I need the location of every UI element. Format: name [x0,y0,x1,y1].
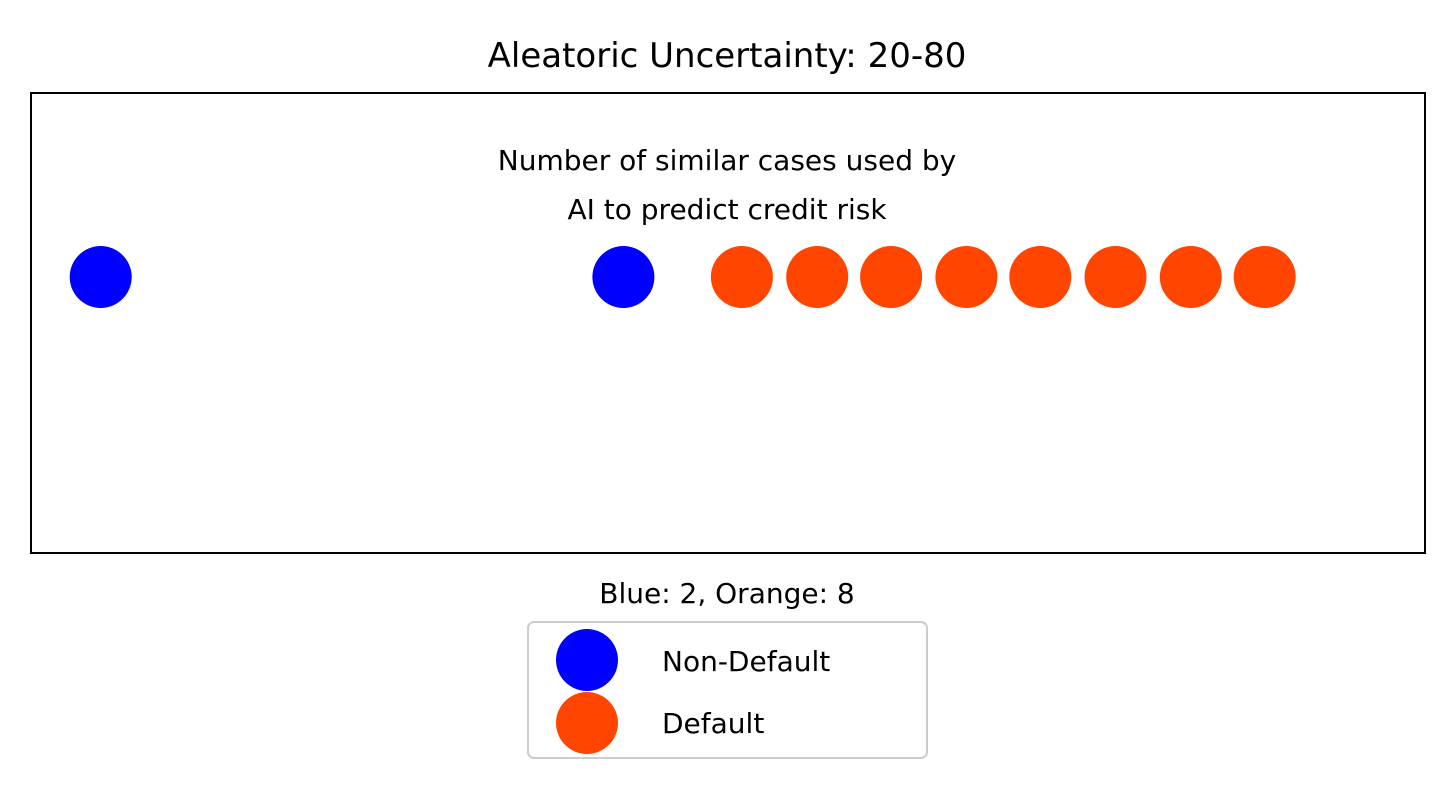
point-default-4 [935,246,998,308]
point-default-1 [710,246,773,308]
points-layer [69,246,1296,308]
annotation-line-1: Number of similar cases used by [498,144,956,177]
point-default-7 [1159,246,1222,308]
point-non-default-2 [592,246,655,308]
chart-title: Aleatoric Uncertainty: 20-80 [488,36,967,76]
point-default-2 [786,246,849,308]
plot-area [30,92,1426,554]
legend-label-non-default: Non-Default [662,645,830,678]
legend-marker-default [556,692,618,754]
legend-label-default: Default [662,707,764,740]
legend: Non-Default Default [527,621,928,759]
point-default-5 [1009,246,1072,308]
legend-marker-non-default [556,629,618,691]
x-axis-label: Blue: 2, Orange: 8 [599,577,855,610]
annotation-line-2: AI to predict credit risk [567,193,887,226]
legend-frame [527,621,928,759]
point-default-8 [1233,246,1296,308]
point-default-6 [1084,246,1147,308]
point-non-default-1 [69,246,132,308]
point-default-3 [860,246,923,308]
